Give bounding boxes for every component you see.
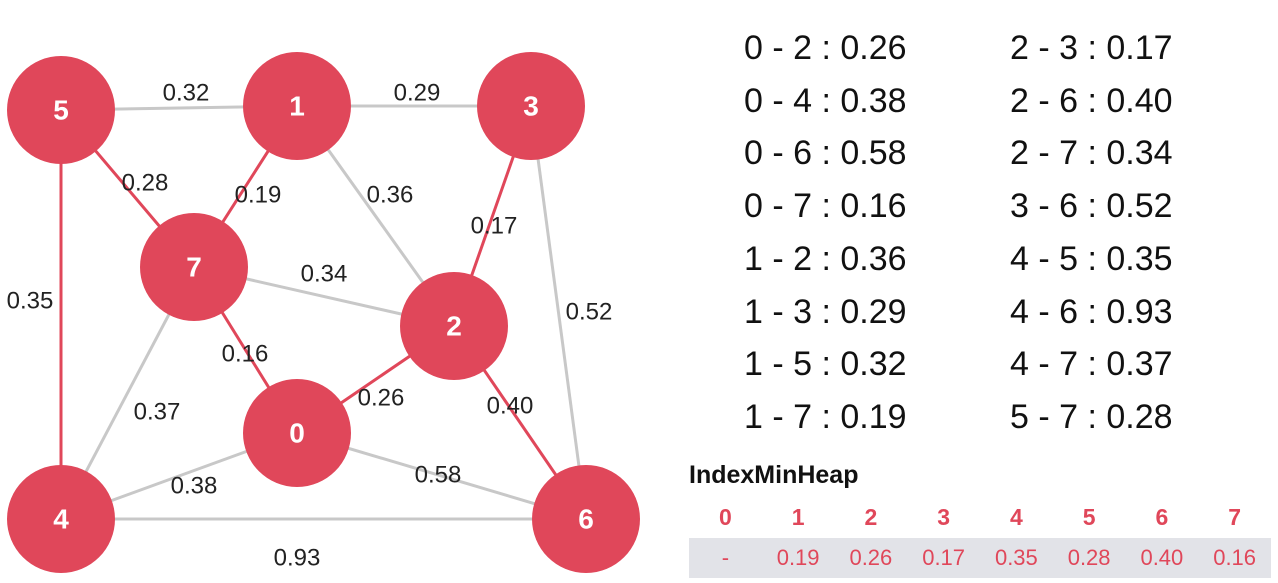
- node-label: 3: [523, 90, 539, 121]
- edge-list-item: 0 - 4 : 0.38: [744, 81, 907, 120]
- heap-index-cell: 6: [1155, 503, 1169, 530]
- edge-3-6: [529, 105, 588, 520]
- edge-weight-label: 0.93: [274, 544, 321, 571]
- edge-list-item: 1 - 5 : 0.32: [744, 345, 907, 384]
- edge-list-item: 2 - 6 : 0.40: [1010, 81, 1173, 120]
- node-2: [400, 272, 508, 380]
- heap-index-cell: 3: [937, 503, 951, 530]
- edge-list-item: 1 - 2 : 0.36: [744, 239, 907, 278]
- edge-list-item: 4 - 7 : 0.37: [1010, 345, 1173, 384]
- heap-value-cell: 0.19: [776, 545, 820, 570]
- heap-value-cell: 0.17: [922, 545, 966, 570]
- edge-list-item: 4 - 5 : 0.35: [1010, 239, 1173, 278]
- heap-index-cell: 4: [1009, 503, 1023, 530]
- node-7: [140, 213, 248, 321]
- node-label: 1: [289, 90, 305, 121]
- node-label: 7: [186, 251, 202, 282]
- nodes-layer: 5 1 3 7 2 0 4 6: [7, 52, 640, 573]
- edge-list-item: 2 - 3 : 0.17: [1010, 29, 1173, 67]
- node-0: [243, 379, 351, 487]
- edge-weight-label: 0.40: [487, 392, 534, 419]
- edge-weight-label: 0.16: [222, 340, 269, 367]
- edge-weight-label: 0.26: [358, 384, 405, 411]
- heap-index-cell: 0: [718, 503, 732, 530]
- edge-list-item: 0 - 2 : 0.26: [744, 29, 907, 67]
- heap-index-cell: 2: [864, 503, 878, 530]
- edge-list-item: 5 - 7 : 0.28: [1010, 397, 1173, 436]
- heap-index-cell: 5: [1082, 503, 1096, 530]
- node-6: [532, 465, 640, 573]
- heap-title: IndexMinHeap: [689, 461, 859, 489]
- edge-weight-label: 0.29: [394, 79, 441, 106]
- edge-weight-label: 0.36: [367, 181, 414, 208]
- heap-index-cell: 1: [791, 503, 805, 530]
- edge-list-item: 2 - 7 : 0.34: [1010, 134, 1173, 173]
- edge-weight-label: 0.35: [7, 287, 54, 314]
- edge-weight-label: 0.52: [566, 298, 613, 325]
- edge-list-item: 1 - 7 : 0.19: [744, 397, 907, 436]
- edge-list-item: 1 - 3 : 0.29: [744, 292, 907, 331]
- node-label: 6: [578, 503, 594, 534]
- heap-index-cell: 7: [1228, 503, 1242, 530]
- edge-weight-label: 0.17: [471, 212, 518, 239]
- edge-list-column-2: 2 - 3 : 0.17 2 - 6 : 0.40 2 - 7 : 0.34 3…: [1010, 22, 1173, 444]
- heap-value-cell: 0.26: [849, 545, 893, 570]
- node-label: 5: [53, 94, 69, 125]
- heap-value-cell: 0.28: [1067, 545, 1111, 570]
- node-1: [243, 52, 351, 160]
- edge-weight-label: 0.19: [235, 181, 282, 208]
- heap-value-row: - 0.19 0.26 0.17 0.35 0.28 0.40 0.16: [689, 538, 1271, 578]
- edge-weight-label: 0.32: [163, 79, 210, 106]
- edge-weight-label: 0.38: [171, 472, 218, 499]
- node-label: 2: [446, 310, 462, 341]
- edge-weight-label: 0.34: [301, 260, 348, 287]
- heap-value-cell: -: [721, 545, 730, 570]
- heap-value-cell: 0.16: [1213, 545, 1257, 570]
- edge-weight-label: 0.58: [415, 461, 462, 488]
- edge-list-item: 0 - 7 : 0.16: [744, 187, 907, 226]
- node-3: [477, 52, 585, 160]
- graph-diagram: 0.32 0.29 0.28 0.19 0.36 0.17 0.52 0.34 0.35 0.16…: [7, 52, 640, 573]
- node-label: 0: [289, 417, 305, 448]
- edge-list-item: 4 - 6 : 0.93: [1010, 292, 1173, 331]
- edge-list-column-1: 0 - 2 : 0.26 0 - 4 : 0.38 0 - 6 : 0.58 0…: [744, 22, 907, 444]
- node-label: 4: [53, 503, 69, 534]
- heap-value-cell: 0.40: [1140, 545, 1184, 570]
- edge-weight-label: 0.37: [134, 398, 181, 425]
- edge-list-item: 3 - 6 : 0.52: [1010, 187, 1173, 226]
- heap-value-cell: 0.35: [994, 545, 1038, 570]
- edge-list-item: 0 - 6 : 0.58: [744, 134, 907, 173]
- node-5: [7, 56, 115, 164]
- heap-index-row: 0 1 2 3 4 5 6 7: [689, 500, 1271, 534]
- edge-weight-label: 0.28: [122, 169, 169, 196]
- node-4: [7, 465, 115, 573]
